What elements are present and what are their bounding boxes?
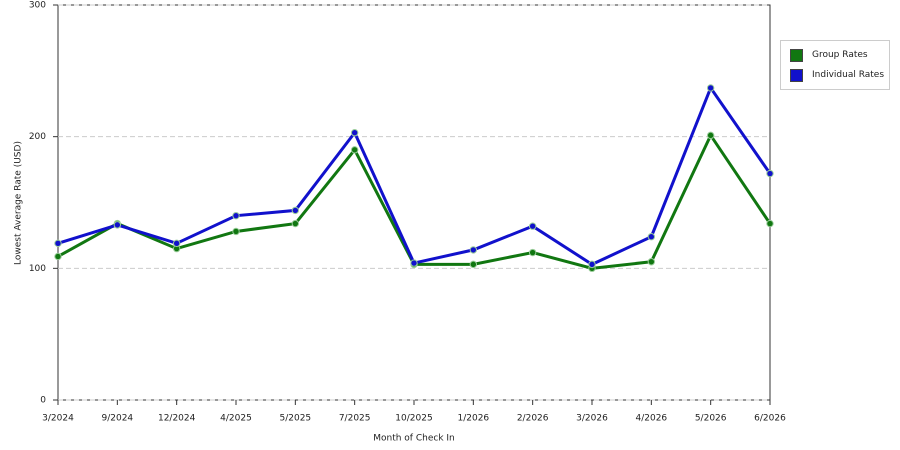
x-tick-label: 5/2026 [695, 414, 727, 424]
legend-swatch [790, 48, 803, 62]
x-tick-label: 5/2025 [279, 414, 311, 424]
x-axis-label: Month of Check In [373, 434, 455, 444]
x-tick-label: 4/2026 [635, 414, 667, 424]
point [232, 227, 240, 236]
plot-area [57, 4, 771, 401]
x-tick-label: 10/2025 [395, 414, 432, 424]
x-tick-label: 3/2026 [576, 414, 608, 424]
point [706, 84, 715, 92]
point [766, 169, 774, 178]
point [113, 221, 122, 229]
point [291, 219, 300, 228]
legend: Group Rates Individual Rates [780, 40, 890, 90]
y-tick-label: 100 [29, 264, 46, 274]
x-tick-label: 1/2026 [457, 414, 489, 424]
point [54, 252, 62, 261]
x-tick-label: 3/2024 [42, 414, 74, 424]
point [706, 131, 715, 140]
series-line [57, 132, 772, 270]
x-tick-label: 7/2025 [339, 414, 371, 424]
x-tick-label: 4/2025 [220, 414, 252, 424]
y-axis-label: Lowest Average Rate (USD) [14, 141, 24, 265]
y-tick-label: 0 [40, 396, 46, 406]
point [350, 129, 359, 137]
x-tick-label: 12/2024 [158, 414, 196, 424]
point [528, 248, 537, 257]
point [588, 260, 596, 269]
point [766, 219, 774, 228]
x-tick-label: 9/2024 [101, 414, 133, 424]
legend-item: Group Rates [781, 45, 889, 65]
legend-label: Individual Rates [812, 70, 885, 80]
x-tick-label: 2/2026 [517, 414, 549, 424]
y-tick-label: 200 [29, 132, 46, 142]
legend-item: Individual Rates [781, 65, 889, 85]
point [647, 233, 656, 241]
point [291, 206, 300, 215]
point [528, 222, 537, 230]
point [232, 211, 240, 220]
point [410, 259, 418, 267]
point [469, 260, 478, 269]
point [172, 239, 181, 248]
legend-label: Group Rates [812, 50, 868, 60]
point [469, 246, 478, 254]
point [647, 258, 656, 266]
legend-swatch [790, 68, 803, 82]
point [350, 146, 359, 154]
y-tick-label: 300 [29, 1, 46, 11]
point [54, 239, 62, 248]
x-tick-label: 6/2026 [754, 414, 786, 424]
